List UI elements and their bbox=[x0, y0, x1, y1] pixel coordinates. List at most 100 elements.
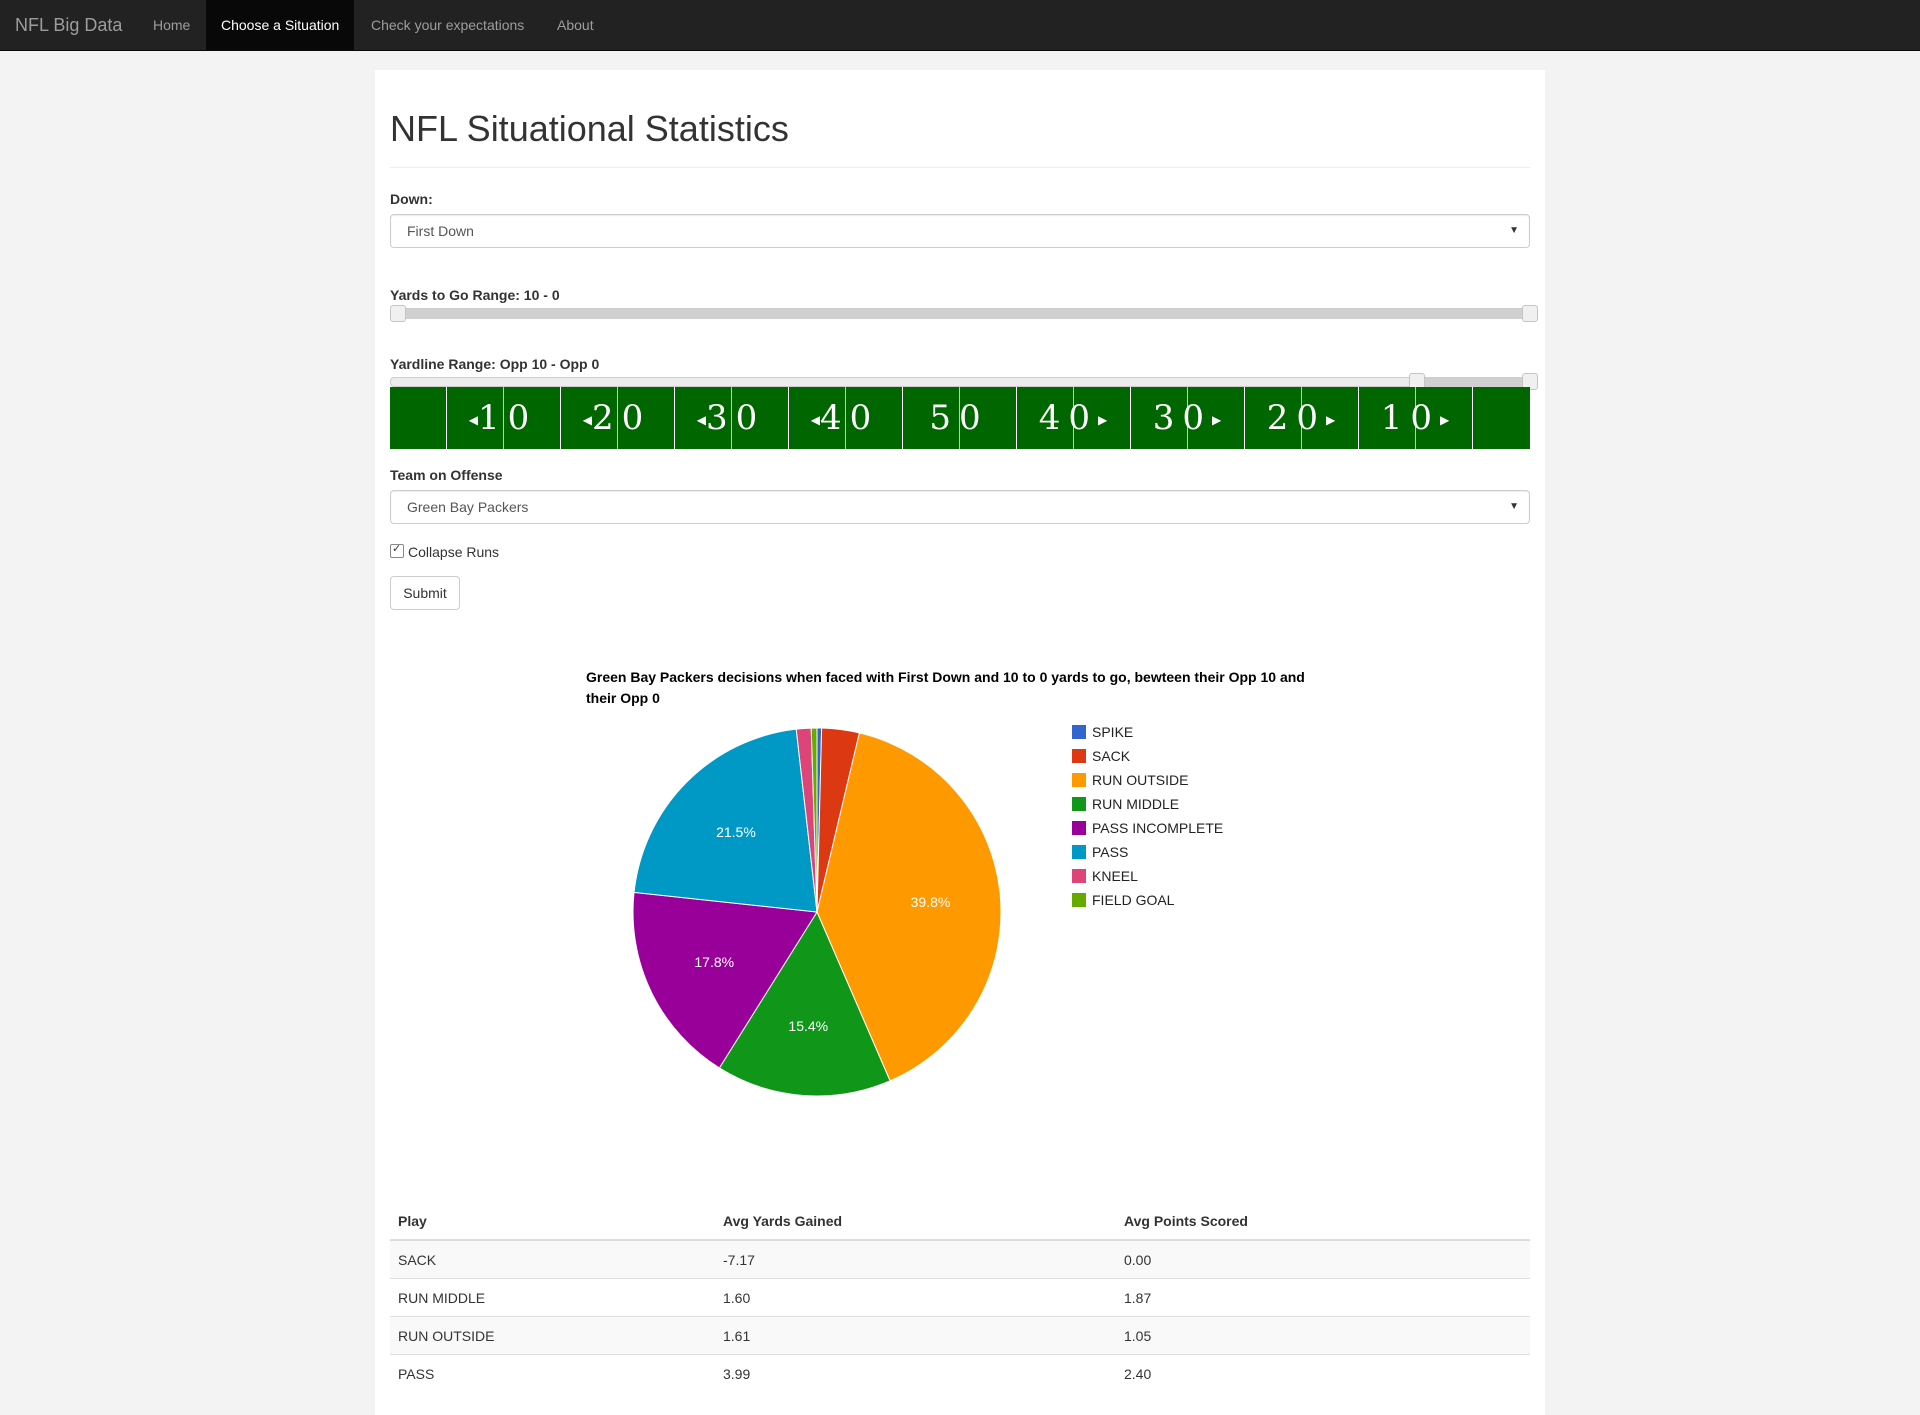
cell-avg-yards: 1.61 bbox=[715, 1316, 1116, 1355]
nav-home[interactable]: Home bbox=[153, 17, 191, 33]
main-container: NFL Situational Statistics Down: First D… bbox=[375, 70, 1545, 1415]
yard-number: 40▶ bbox=[1038, 398, 1108, 438]
yard-line bbox=[503, 387, 504, 449]
legend-swatch bbox=[1072, 749, 1086, 763]
nav-about[interactable]: About bbox=[557, 17, 594, 33]
table-row: RUN OUTSIDE 1.61 1.05 bbox=[390, 1316, 1530, 1355]
legend-swatch bbox=[1072, 773, 1086, 787]
yard-line bbox=[731, 387, 732, 449]
cell-play: SACK bbox=[390, 1239, 715, 1279]
page-title: NFL Situational Statistics bbox=[390, 108, 789, 149]
pie-slice-pass-incomplete[interactable] bbox=[632, 891, 818, 1069]
nav-choose-situation[interactable]: Choose a Situation bbox=[206, 0, 355, 50]
cell-play: RUN MIDDLE bbox=[390, 1278, 715, 1317]
yard-line bbox=[1415, 387, 1416, 449]
down-select[interactable]: First Down ▼ bbox=[390, 214, 1530, 248]
football-field: ◀10 ◀20 ◀30 ◀40 50 40▶ 30▶ 20▶ 10▶ bbox=[390, 387, 1530, 449]
legend-label: KNEEL bbox=[1092, 868, 1138, 884]
slice-data-label: 39.8% bbox=[910, 893, 951, 910]
yard-line bbox=[1016, 387, 1017, 449]
yard-line bbox=[1187, 387, 1188, 449]
legend-label: RUN OUTSIDE bbox=[1092, 772, 1189, 788]
submit-button[interactable]: Submit bbox=[390, 576, 460, 610]
team-label: Team on Offense bbox=[390, 467, 503, 483]
legend-swatch bbox=[1072, 869, 1086, 883]
yard-line bbox=[617, 387, 618, 449]
header-avg-points: Avg Points Scored bbox=[1116, 1202, 1530, 1241]
collapse-runs-row: Collapse Runs bbox=[390, 542, 500, 560]
legend-label: SPIKE bbox=[1092, 724, 1134, 740]
stats-table: Play Avg Yards Gained Avg Points Scored … bbox=[390, 1202, 1530, 1392]
table-row: RUN MIDDLE 1.60 1.87 bbox=[390, 1278, 1530, 1317]
pie-slice-pass[interactable] bbox=[633, 728, 818, 913]
collapse-runs-checkbox[interactable] bbox=[390, 542, 404, 558]
brand-link[interactable]: NFL Big Data bbox=[15, 15, 123, 35]
legend-item[interactable]: RUN MIDDLE bbox=[1072, 792, 1223, 816]
yard-line bbox=[1301, 387, 1302, 449]
legend-item[interactable]: RUN OUTSIDE bbox=[1072, 768, 1223, 792]
cell-play: PASS bbox=[390, 1354, 715, 1392]
yards-to-go-handle-high[interactable] bbox=[1522, 305, 1538, 322]
legend-item[interactable]: FIELD GOAL bbox=[1072, 888, 1223, 912]
header-avg-yards: Avg Yards Gained bbox=[715, 1202, 1116, 1241]
legend-swatch bbox=[1072, 845, 1086, 859]
header-play: Play bbox=[390, 1202, 715, 1241]
team-select-value: Green Bay Packers bbox=[407, 499, 529, 515]
down-label: Down: bbox=[390, 191, 433, 207]
down-select-value: First Down bbox=[407, 223, 474, 239]
chevron-down-icon: ▼ bbox=[1509, 501, 1519, 512]
slice-data-label: 17.8% bbox=[694, 953, 735, 970]
collapse-runs-label: Collapse Runs bbox=[408, 544, 500, 560]
pie-slice-field-goal[interactable] bbox=[810, 727, 818, 913]
yardline-handle-high[interactable] bbox=[1522, 373, 1538, 390]
yard-number: 10▶ bbox=[1380, 398, 1450, 438]
legend-item[interactable]: KNEEL bbox=[1072, 864, 1223, 888]
yard-line bbox=[1130, 387, 1131, 449]
yards-to-go-label: Yards to Go Range: 10 - 0 bbox=[390, 287, 560, 303]
legend-swatch bbox=[1072, 821, 1086, 835]
pie-slice-run-middle[interactable] bbox=[718, 910, 891, 1097]
chevron-down-icon: ▼ bbox=[1509, 225, 1519, 236]
legend-label: PASS INCOMPLETE bbox=[1092, 820, 1224, 836]
yardline-range-fill bbox=[1417, 378, 1531, 388]
pie-chart bbox=[632, 727, 1002, 1097]
legend-label: PASS bbox=[1092, 844, 1129, 860]
legend-swatch bbox=[1072, 893, 1086, 907]
yard-line bbox=[560, 387, 561, 449]
legend-item[interactable]: PASS bbox=[1072, 840, 1223, 864]
yard-number: ◀30 bbox=[696, 398, 766, 438]
table-header-row: Play Avg Yards Gained Avg Points Scored bbox=[390, 1202, 1530, 1241]
cell-avg-yards: 3.99 bbox=[715, 1354, 1116, 1392]
yards-to-go-range-fill bbox=[399, 309, 1531, 319]
table-row: PASS 3.99 2.40 bbox=[390, 1354, 1530, 1392]
cell-play: RUN OUTSIDE bbox=[390, 1316, 715, 1355]
yard-number: ◀40 bbox=[810, 398, 880, 438]
cell-avg-points: 1.05 bbox=[1116, 1316, 1530, 1355]
legend-label: SACK bbox=[1092, 748, 1131, 764]
yard-number: ◀20 bbox=[582, 398, 652, 438]
yard-line bbox=[1358, 387, 1359, 449]
yard-line bbox=[1073, 387, 1074, 449]
cell-avg-points: 2.40 bbox=[1116, 1354, 1530, 1392]
legend-swatch bbox=[1072, 797, 1086, 811]
yard-line bbox=[788, 387, 789, 449]
yard-number: 50 bbox=[929, 398, 989, 438]
legend-item[interactable]: PASS INCOMPLETE bbox=[1072, 816, 1223, 840]
legend-item[interactable]: SACK bbox=[1072, 744, 1223, 768]
yard-line bbox=[845, 387, 846, 449]
pie-slice-run-outside[interactable] bbox=[816, 732, 1002, 1082]
team-select[interactable]: Green Bay Packers ▼ bbox=[390, 490, 1530, 524]
nav-check-expectations[interactable]: Check your expectations bbox=[371, 17, 525, 33]
cell-avg-yards: 1.60 bbox=[715, 1278, 1116, 1317]
yard-number: 30▶ bbox=[1152, 398, 1222, 438]
slice-data-label: 21.5% bbox=[716, 823, 756, 840]
yard-line bbox=[1244, 387, 1245, 449]
yard-line bbox=[446, 387, 447, 449]
legend-item[interactable]: SPIKE bbox=[1072, 720, 1223, 744]
yard-line bbox=[1472, 387, 1473, 449]
yard-line bbox=[674, 387, 675, 449]
yards-to-go-handle-low[interactable] bbox=[390, 305, 406, 322]
yard-number: 20▶ bbox=[1266, 398, 1336, 438]
navbar: NFL Big Data Home Choose a Situation Che… bbox=[0, 0, 1920, 51]
yard-number: ◀10 bbox=[468, 398, 538, 438]
